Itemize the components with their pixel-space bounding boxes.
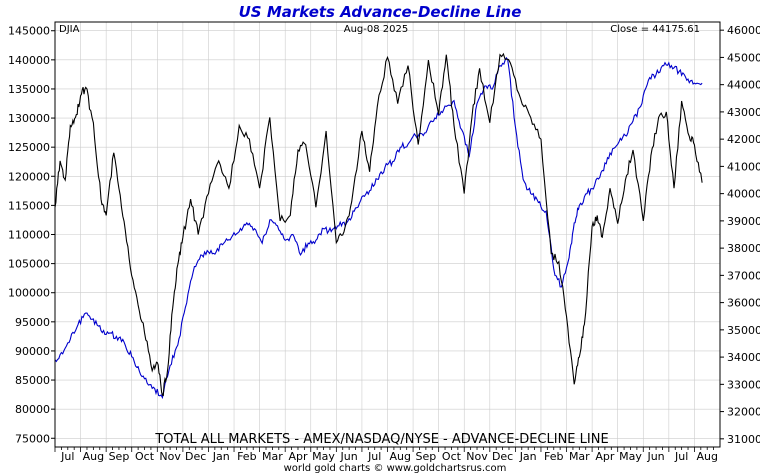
x-tick-label: Apr	[288, 450, 308, 463]
x-tick-label: Dec	[185, 450, 206, 463]
y-right-tick-label: 31000	[727, 433, 760, 446]
x-tick-label: Feb	[544, 450, 563, 463]
x-tick-label: Jul	[367, 450, 381, 463]
y-left-tick-label: 75000	[15, 432, 50, 445]
y-right-tick-label: 46000	[727, 24, 760, 37]
y-right-tick-label: 36000	[727, 297, 760, 310]
x-tick-label: Jan	[212, 450, 230, 463]
x-tick-label: Feb	[237, 450, 256, 463]
series-lines	[54, 52, 703, 400]
y-right-tick-label: 45000	[727, 51, 760, 64]
y-right-tick-label: 42000	[727, 133, 760, 146]
x-tick-label: Jan	[519, 450, 537, 463]
footer-credit: world gold charts © www.goldchartsrus.co…	[284, 463, 507, 474]
x-tick-label: May	[312, 450, 335, 463]
y-left-tick-label: 145000	[8, 25, 50, 38]
date-label: Aug-08 2025	[344, 24, 409, 35]
y-left-tick-label: 95000	[15, 316, 50, 329]
y-left-tick-label: 115000	[8, 199, 50, 212]
y-right-tick-label: 40000	[727, 188, 760, 201]
x-tick-label: Oct	[442, 450, 462, 463]
y-right-tick-label: 43000	[727, 106, 760, 119]
x-tick-label: Dec	[492, 450, 513, 463]
y-right-tick-label: 35000	[727, 324, 760, 337]
x-tick-label: Aug	[390, 450, 411, 463]
ad-line-series	[54, 56, 703, 400]
x-tick-label: Sep	[415, 450, 436, 463]
y-right-tick-label: 33000	[727, 378, 760, 391]
y-left-tick-label: 125000	[8, 141, 50, 154]
footer-title: TOTAL ALL MARKETS - AMEX/NASDAQ/NYSE - A…	[154, 432, 608, 447]
x-tick-label: Aug	[83, 450, 104, 463]
y-left-tick-label: 130000	[8, 112, 50, 125]
y-left-tick-label: 85000	[15, 374, 50, 387]
x-axis: Jul Aug Sep Oct Nov Dec Jan Feb Mar Apr May Jun Jul A…	[54, 447, 718, 463]
y-left-tick-label: 140000	[8, 54, 50, 67]
y-left-tick-label: 105000	[8, 258, 50, 271]
x-tick-label: Aug	[696, 450, 717, 463]
y-axis-left: 75000 80000 85000 90000 95000 100000 105000 110…	[8, 25, 55, 445]
y-left-tick-label: 135000	[8, 83, 50, 96]
x-tick-label: Jun	[340, 450, 358, 463]
x-tick-label: Sep	[109, 450, 130, 463]
y-left-tick-label: 90000	[15, 345, 50, 358]
y-right-tick-label: 41000	[727, 160, 760, 173]
x-tick-label: Nov	[466, 450, 488, 463]
y-left-tick-label: 110000	[8, 229, 50, 242]
x-tick-label: Jul	[60, 450, 74, 463]
y-right-tick-label: 32000	[727, 406, 760, 419]
grid	[54, 22, 721, 447]
y-right-tick-label: 39000	[727, 215, 760, 228]
x-tick-label: May	[619, 450, 642, 463]
y-right-tick-label: 37000	[727, 269, 760, 282]
x-tick-label: Mar	[262, 450, 283, 463]
close-label: Close = 44175.61	[610, 24, 700, 35]
x-tick-label: Oct	[135, 450, 155, 463]
djia-series	[54, 52, 703, 397]
x-tick-label: Mar	[569, 450, 590, 463]
y-left-tick-label: 80000	[15, 403, 50, 416]
y-right-tick-label: 44000	[727, 79, 760, 92]
y-left-tick-label: 100000	[8, 287, 50, 300]
series-label: DJIA	[59, 24, 80, 35]
x-tick-label: Apr	[595, 450, 615, 463]
y-axis-right: 31000 32000 33000 34000 35000 36000 37000 38000…	[720, 24, 760, 446]
x-tick-label: Jun	[646, 450, 664, 463]
x-tick-label: Nov	[159, 450, 181, 463]
y-left-tick-label: 120000	[8, 170, 50, 183]
chart-title: US Markets Advance-Decline Line	[239, 3, 522, 21]
x-tick-label: Jul	[674, 450, 688, 463]
y-right-tick-label: 38000	[727, 242, 760, 255]
y-right-tick-label: 34000	[727, 351, 760, 364]
